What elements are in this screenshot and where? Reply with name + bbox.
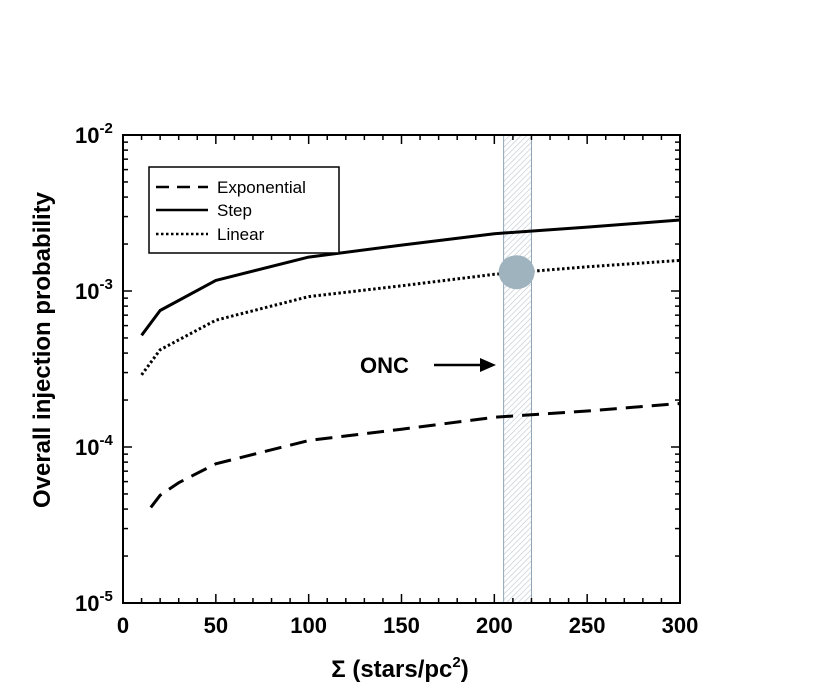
x-tick-label: 150 xyxy=(383,613,420,638)
y-tick-label: 10-3 xyxy=(75,276,113,304)
series-line-exponential xyxy=(149,402,681,509)
y-tick-label: 10-2 xyxy=(75,120,113,148)
x-tick-label: 0 xyxy=(117,613,129,638)
x-tick-label: 300 xyxy=(662,613,699,638)
x-tick-label: 50 xyxy=(204,613,228,638)
y-axis-label: Overall injection probability xyxy=(29,191,56,508)
legend: Exponential Step Linear xyxy=(148,166,340,254)
legend-label-exponential: Exponential xyxy=(217,178,306,197)
y-tick-label: 10-4 xyxy=(75,432,113,460)
onc-marker xyxy=(498,255,535,290)
x-tick-labels: 0 50 100 150 200 250 300 xyxy=(117,613,698,638)
x-axis-label: Σ (stars/pc2) xyxy=(331,654,468,683)
legend-label-step: Step xyxy=(217,201,252,220)
series-line-linear xyxy=(140,258,681,376)
x-tick-label: 100 xyxy=(290,613,327,638)
annotation-arrow xyxy=(434,358,496,372)
legend-label-linear: Linear xyxy=(217,225,265,244)
marker-layer xyxy=(498,255,535,290)
y-tick-labels: 10-2 10-3 10-4 10-5 xyxy=(75,120,113,616)
x-tick-label: 200 xyxy=(476,613,513,638)
onc-shaded-band xyxy=(503,134,532,604)
plot-frame xyxy=(122,134,681,604)
x-tick-label: 250 xyxy=(569,613,606,638)
annotation-onc: ONC xyxy=(360,353,409,378)
series-layer xyxy=(140,218,681,509)
y-tick-label: 10-5 xyxy=(75,588,113,616)
band-layer xyxy=(503,134,532,604)
series-line-step xyxy=(140,218,681,337)
